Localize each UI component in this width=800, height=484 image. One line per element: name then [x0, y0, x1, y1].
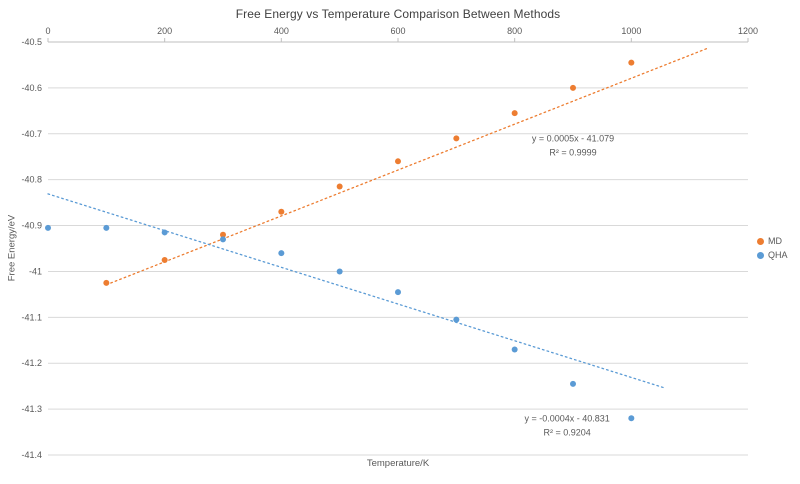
data-point-md[interactable] [336, 183, 343, 190]
legend-item-qha[interactable]: QHA [757, 250, 788, 260]
data-point-qha[interactable] [161, 229, 168, 236]
y-tick-label: -41.4 [21, 450, 42, 460]
y-tick-label: -40.5 [21, 37, 42, 47]
trendline-md[interactable] [105, 47, 708, 286]
data-point-qha[interactable] [511, 346, 518, 353]
data-point-md[interactable] [161, 256, 168, 263]
legend-marker-icon [757, 237, 764, 245]
trendline-qha[interactable] [47, 193, 665, 389]
data-point-qha[interactable] [103, 224, 110, 231]
data-point-qha[interactable] [395, 289, 401, 296]
data-point-md[interactable] [220, 231, 226, 238]
data-point-qha[interactable] [453, 316, 460, 323]
y-tick-label: -40.6 [21, 83, 42, 93]
data-point-md[interactable] [570, 84, 576, 91]
data-point-md[interactable] [453, 135, 460, 142]
trendline-equation-md[interactable]: y = 0.0005x - 41.079 [532, 134, 614, 144]
y-tick-label: -40.8 [21, 175, 42, 185]
y-tick-label: -41.1 [21, 312, 42, 322]
y-axis-title[interactable]: Free Energy/eV [6, 214, 18, 282]
x-tick-label: 200 [157, 26, 172, 36]
data-point-md[interactable] [628, 59, 635, 66]
trendline-r2-qha[interactable]: R² = 0.9204 [544, 427, 591, 437]
legend-item-md[interactable]: MD [757, 236, 788, 246]
data-point-md[interactable] [511, 110, 518, 117]
legend: MD QHA [757, 236, 788, 260]
x-tick-label: 800 [507, 26, 522, 36]
data-point-qha[interactable] [570, 380, 576, 387]
legend-label: MD [768, 236, 782, 246]
data-point-qha[interactable] [628, 415, 635, 422]
x-tick-label: 400 [274, 26, 289, 36]
data-point-md[interactable] [395, 158, 401, 165]
data-point-qha[interactable] [278, 250, 285, 257]
y-tick-label: -41 [29, 266, 42, 276]
x-tick-label: 600 [390, 26, 405, 36]
data-point-md[interactable] [278, 208, 285, 215]
x-axis-title[interactable]: Temperature/K [366, 458, 430, 469]
x-tick-label: 0 [45, 26, 50, 36]
y-tick-label: -41.2 [21, 358, 42, 368]
trendline-equation-qha[interactable]: y = -0.0004x - 40.831 [525, 413, 610, 423]
y-tick-label: -40.9 [21, 221, 42, 231]
data-point-md[interactable] [103, 279, 110, 286]
x-tick-label: 1000 [621, 26, 641, 36]
legend-marker-icon [757, 251, 764, 259]
x-tick-label: 1200 [738, 26, 758, 36]
y-tick-label: -41.3 [21, 404, 42, 414]
legend-label: QHA [768, 250, 788, 260]
trendline-r2-md[interactable]: R² = 0.9999 [549, 148, 596, 158]
data-point-qha[interactable] [336, 268, 343, 275]
data-point-qha[interactable] [220, 236, 226, 243]
chart-title[interactable]: Free Energy vs Temperature Comparison Be… [235, 7, 561, 21]
data-point-qha[interactable] [45, 224, 51, 231]
y-tick-label: -40.7 [21, 129, 42, 139]
